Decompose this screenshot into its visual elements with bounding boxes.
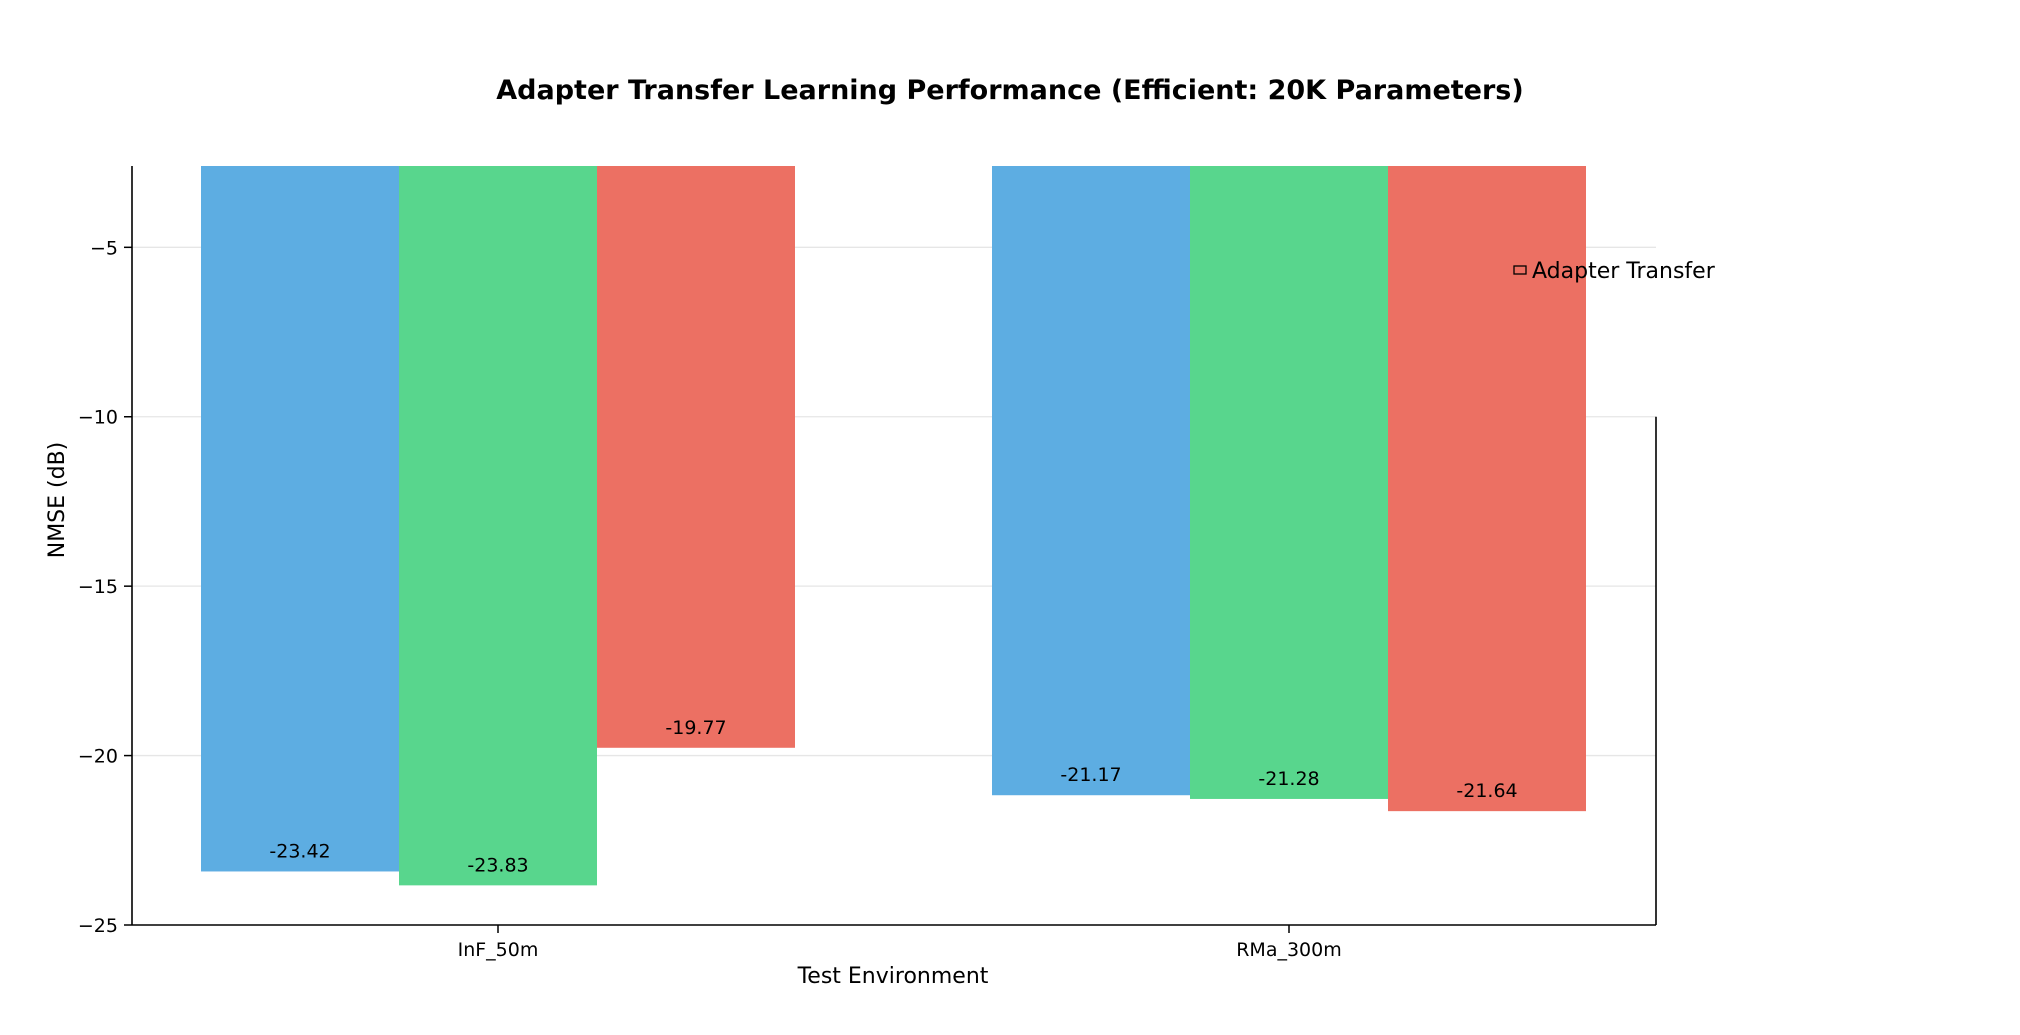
data-label: -21.17 <box>1060 764 1121 786</box>
bar <box>1388 166 1586 812</box>
data-label: -23.42 <box>269 840 330 862</box>
y-tick-label: −10 <box>78 407 118 429</box>
bar <box>597 166 795 748</box>
data-label: -21.64 <box>1456 780 1517 802</box>
axes: −5 −10 −15 −20 −25 InF_50m RMa_300m <box>78 166 1657 961</box>
data-labels: -23.42 -21.17 -23.83 -21.28 -19.77 -21.64 <box>269 717 1517 877</box>
data-label: -19.77 <box>665 717 726 739</box>
x-tick-label: RMa_300m <box>1236 939 1342 961</box>
legend-swatch <box>1513 265 1527 275</box>
data-label: -23.83 <box>467 854 528 876</box>
x-tick-label: InF_50m <box>458 939 539 961</box>
bar <box>992 166 1190 796</box>
y-axis-label: NMSE (dB) <box>45 442 70 559</box>
chart-title: Adapter Transfer Learning Performance (E… <box>496 75 1523 106</box>
bar <box>399 166 597 886</box>
bar <box>201 166 399 872</box>
x-axis-label: Test Environment <box>797 964 989 989</box>
legend: Adapter Transfer <box>1513 259 1716 284</box>
y-tick-label: −5 <box>90 237 118 259</box>
bar <box>1190 166 1388 799</box>
bars <box>201 166 1586 886</box>
y-tick-label: −20 <box>78 746 118 768</box>
y-tick-label: −15 <box>78 576 118 598</box>
legend-label: Adapter Transfer <box>1532 259 1716 284</box>
y-tick-label: −25 <box>78 915 118 937</box>
data-label: -21.28 <box>1258 768 1319 790</box>
